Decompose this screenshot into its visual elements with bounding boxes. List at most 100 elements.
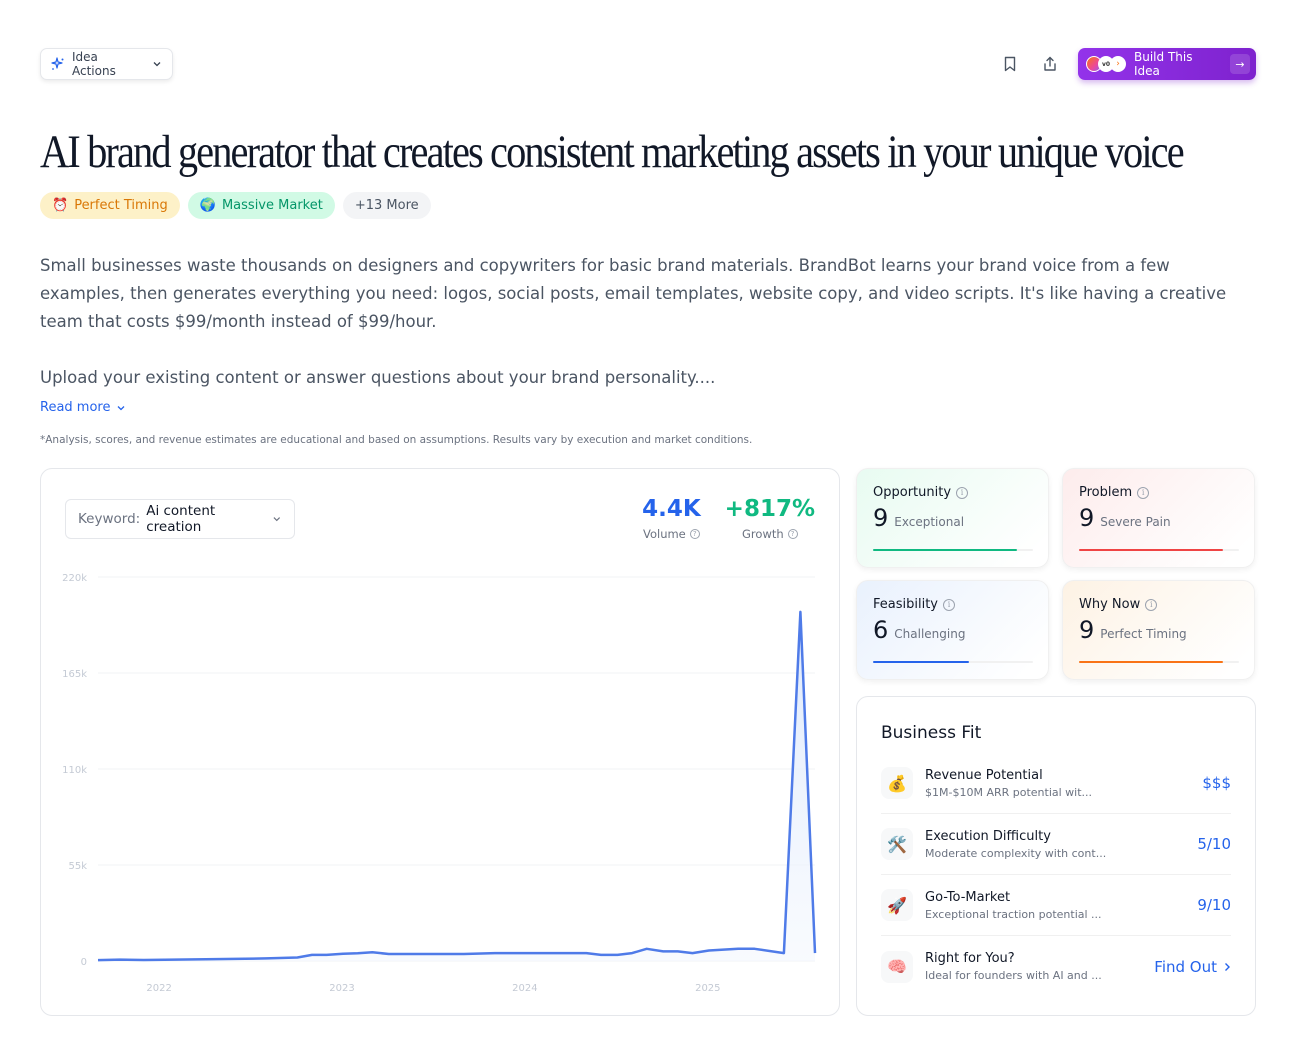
trend-chart[interactable]: 0 55k 110k 165k 220k 2022 2023 2024 2025 — [41, 469, 839, 1015]
idea-actions-dropdown[interactable]: Idea Actions — [40, 48, 173, 80]
chevron-down-icon — [153, 62, 161, 67]
brain-icon: 🧠 — [881, 950, 913, 983]
y-axis-label: 55k — [68, 861, 87, 872]
find-out-link[interactable]: Find Out — [1154, 958, 1231, 976]
tag-label: +13 More — [354, 198, 419, 213]
business-fit-card: Business Fit 💰 Revenue Potential $1M-$10… — [856, 696, 1256, 1016]
biz-sub: Exceptional traction potential ... — [925, 907, 1102, 921]
growth-label: Growth — [742, 527, 784, 541]
tag-list: ⏰ Perfect Timing 🌍 Massive Market +13 Mo… — [40, 192, 431, 219]
share-button[interactable] — [1034, 48, 1066, 80]
biz-name: Execution Difficulty — [925, 828, 1051, 844]
biz-name: Revenue Potential — [925, 767, 1043, 783]
business-fit-title: Business Fit — [881, 723, 982, 743]
disclaimer-text: *Analysis, scores, and revenue estimates… — [40, 434, 753, 446]
growth-metric: +817% Growth ? — [725, 495, 815, 541]
volume-label-row: Volume ? — [643, 527, 700, 541]
score-label: Challenging — [894, 627, 966, 641]
x-axis-label: 2024 — [512, 983, 537, 994]
description-paragraph: Upload your existing content or answer q… — [40, 368, 716, 387]
score-label: Exceptional — [894, 515, 965, 529]
chevron-down-icon — [273, 517, 281, 522]
bookmark-button[interactable] — [994, 48, 1026, 80]
top-toolbar: Idea Actions v0 › Build This Idea → — [40, 48, 1256, 80]
score-row: 9 Perfect Timing — [1079, 616, 1238, 644]
arrow-right-icon: → — [1230, 54, 1250, 74]
biz-name: Right for You? — [925, 951, 1015, 966]
y-axis-label: 220k — [62, 573, 87, 584]
info-icon[interactable]: i — [943, 598, 955, 611]
score-value: 9 — [873, 504, 889, 532]
tag-more-button[interactable]: +13 More — [342, 192, 431, 219]
info-icon[interactable]: i — [956, 486, 969, 499]
tag-massive-market[interactable]: 🌍 Massive Market — [187, 192, 335, 219]
business-fit-revenue-potential[interactable]: 💰 Revenue Potential $1M-$10M ARR potenti… — [881, 753, 1231, 814]
score-value: 9 — [1079, 504, 1095, 532]
score-label: Severe Pain — [1100, 515, 1171, 529]
help-icon[interactable]: ? — [689, 529, 700, 539]
score-label: Perfect Timing — [1100, 627, 1187, 641]
biz-text: Go-To-Market Exceptional traction potent… — [925, 890, 1197, 921]
score-title-row: Feasibility i — [873, 597, 1032, 612]
biz-value: 9/10 — [1197, 896, 1231, 914]
read-more-link[interactable]: Read more — [40, 400, 126, 415]
business-fit-right-for-you[interactable]: 🧠 Right for You? Ideal for founders with… — [881, 936, 1231, 997]
page-title: AI brand generator that creates consiste… — [40, 126, 1185, 178]
idea-actions-label: Idea Actions — [72, 50, 116, 78]
tag-label: Perfect Timing — [74, 198, 168, 213]
score-value: 9 — [1079, 616, 1095, 644]
idea-description: Small businesses waste thousands on desi… — [40, 252, 1240, 392]
score-bar — [1079, 549, 1239, 551]
tools-icon: 🛠️ — [881, 828, 913, 860]
volume-label: Volume — [642, 527, 686, 541]
find-out-label: Find Out — [1154, 957, 1217, 976]
chevron-down-icon — [118, 405, 125, 410]
score-value: 6 — [873, 616, 889, 644]
build-label: Build This Idea — [1134, 50, 1193, 78]
tag-perfect-timing[interactable]: ⏰ Perfect Timing — [40, 192, 180, 219]
alarm-clock-icon: ⏰ — [52, 198, 69, 213]
biz-sub: Moderate complexity with cont... — [925, 846, 1107, 860]
score-row: 6 Challenging — [873, 616, 1032, 644]
score-title: Problem — [1079, 485, 1133, 500]
score-card-opportunity[interactable]: Opportunity i 9 Exceptional — [856, 468, 1049, 568]
x-axis-label: 2025 — [695, 983, 720, 994]
score-card-why-now[interactable]: Why Now i 9 Perfect Timing — [1062, 580, 1255, 680]
tool-logo-icon: › — [1110, 56, 1126, 72]
score-bar-fill — [1079, 661, 1223, 663]
score-card-problem[interactable]: Problem i 9 Severe Pain — [1062, 468, 1255, 568]
business-fit-go-to-market[interactable]: 🚀 Go-To-Market Exceptional traction pote… — [881, 875, 1231, 936]
volume-metric: 4.4K Volume ? — [642, 495, 701, 541]
info-icon[interactable]: i — [1137, 486, 1150, 499]
help-icon[interactable]: ? — [787, 529, 798, 539]
growth-label-row: Growth ? — [742, 527, 798, 541]
keyword-trend-card: Keyword: Ai content creation 4.4K Volume… — [40, 468, 840, 1016]
score-bar — [873, 549, 1033, 551]
business-fit-execution-difficulty[interactable]: 🛠️ Execution Difficulty Moderate complex… — [881, 814, 1231, 875]
description-paragraph: Small businesses waste thousands on desi… — [40, 256, 1227, 331]
score-row: 9 Severe Pain — [1079, 504, 1238, 532]
growth-value: +817% — [724, 496, 815, 522]
score-title: Why Now — [1079, 597, 1141, 612]
sparkle-icon — [51, 57, 64, 70]
score-card-feasibility[interactable]: Feasibility i 6 Challenging — [856, 580, 1049, 680]
keyword-select[interactable]: Keyword: Ai content creation — [65, 499, 295, 539]
biz-sub: Ideal for founders with AI and ... — [925, 969, 1102, 982]
money-bag-icon: 💰 — [881, 767, 913, 799]
biz-text: Right for You? Ideal for founders with A… — [925, 951, 1154, 982]
info-icon[interactable]: i — [1145, 598, 1158, 611]
biz-text: Revenue Potential $1M-$10M ARR potential… — [925, 768, 1202, 799]
biz-value: 5/10 — [1197, 835, 1231, 853]
score-bar-fill — [1079, 549, 1223, 551]
y-axis-label: 110k — [62, 765, 87, 776]
score-bar — [1079, 661, 1239, 663]
build-this-idea-button[interactable]: v0 › Build This Idea → — [1078, 48, 1256, 80]
top-actions: v0 › Build This Idea → — [994, 48, 1256, 80]
score-row: 9 Exceptional — [873, 504, 1032, 532]
globe-icon: 🌍 — [199, 198, 216, 213]
biz-sub: $1M-$10M ARR potential wit... — [925, 785, 1093, 799]
score-bar — [873, 661, 1033, 663]
read-more-label: Read more — [40, 400, 111, 415]
score-bar-fill — [873, 549, 1017, 551]
volume-value: 4.4K — [642, 496, 701, 522]
